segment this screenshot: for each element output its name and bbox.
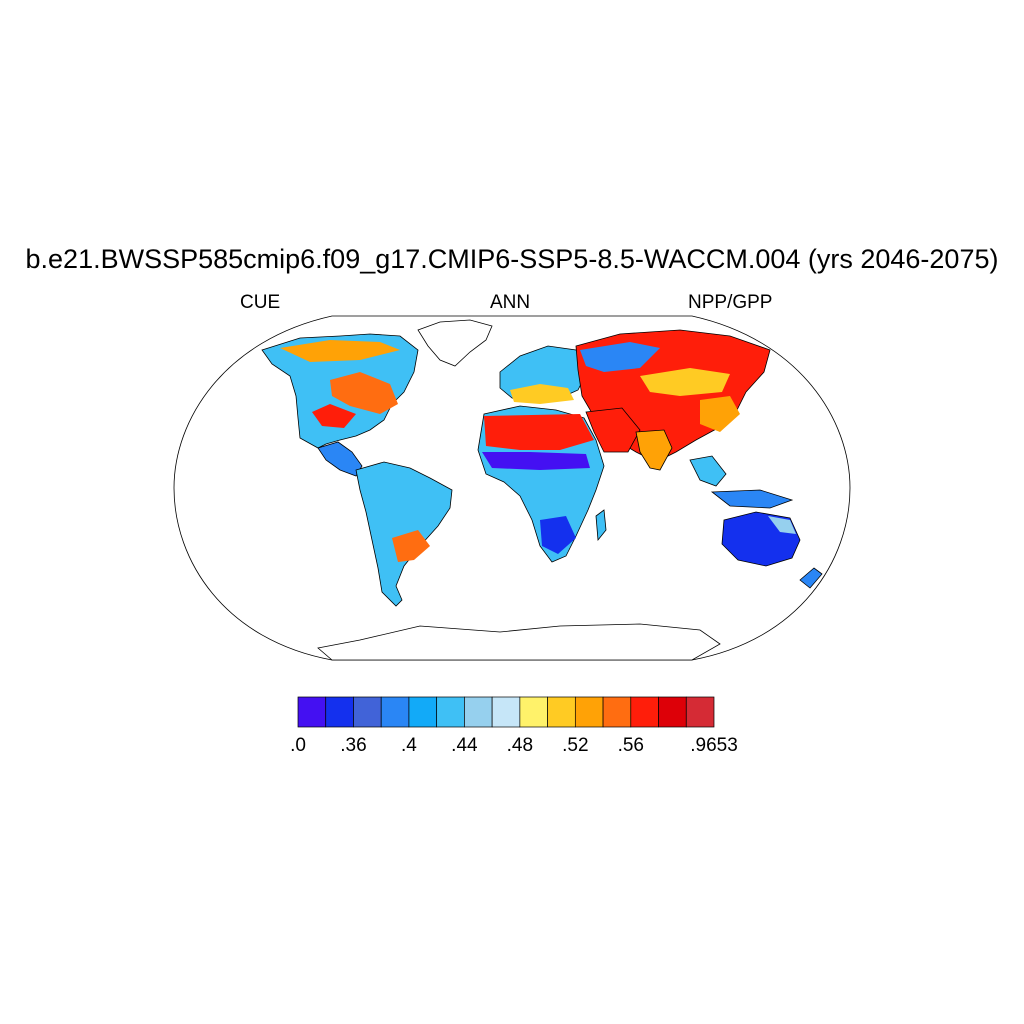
siberia-cool bbox=[580, 342, 660, 372]
sahel-band bbox=[482, 452, 590, 470]
units-label: NPP/GPP bbox=[688, 292, 773, 313]
colorbar-tick-label: .4 bbox=[400, 735, 417, 756]
colorbar-box bbox=[436, 696, 465, 728]
colorbar-box bbox=[630, 696, 659, 728]
colorbar-tick-label: .44 bbox=[451, 735, 478, 756]
colorbar-tick-label: .52 bbox=[562, 735, 589, 756]
europe-south-warm bbox=[510, 384, 574, 404]
na-northern-band bbox=[280, 340, 400, 362]
colorbar-box bbox=[325, 696, 354, 728]
sahara-warm bbox=[484, 414, 594, 450]
plot-title: b.e21.BWSSP585cmip6.f09_g17.CMIP6-SSP5-8… bbox=[25, 244, 999, 274]
variable-label: CUE bbox=[240, 292, 281, 313]
colorbar bbox=[297, 696, 715, 728]
colorbar-box bbox=[602, 696, 632, 728]
madagascar bbox=[595, 509, 607, 542]
australia-coast-light bbox=[768, 516, 796, 534]
antarctica-outline bbox=[317, 623, 721, 661]
indonesia bbox=[710, 489, 794, 509]
south-america bbox=[355, 461, 453, 607]
india bbox=[635, 429, 673, 471]
colorbar-box bbox=[353, 696, 382, 728]
colorbar-box bbox=[574, 696, 604, 728]
na-gulf-coast bbox=[312, 404, 356, 428]
na-warm-belt bbox=[330, 372, 398, 414]
colorbar-box bbox=[685, 696, 715, 728]
africa-south-dark bbox=[540, 516, 576, 554]
colorbar-box bbox=[380, 696, 410, 728]
season-label: ANN bbox=[490, 292, 531, 313]
colorbar-box bbox=[547, 696, 576, 728]
greenland-outline bbox=[417, 319, 493, 367]
colorbar-box bbox=[658, 696, 687, 728]
colorbar-tick-label: .0 bbox=[290, 735, 306, 756]
colorbar-tick-label: .9653 bbox=[690, 735, 738, 756]
colorbar-tick-label: .36 bbox=[340, 735, 367, 756]
colorbar-box bbox=[519, 696, 548, 728]
asia-midlat-yellow bbox=[640, 368, 730, 396]
sa-south-warm bbox=[392, 530, 430, 562]
new-zealand bbox=[799, 567, 823, 589]
east-asia bbox=[700, 396, 740, 432]
colorbar-box bbox=[491, 696, 521, 728]
colorbar-tick-label: .48 bbox=[506, 735, 534, 756]
colorbar-box bbox=[408, 696, 438, 728]
colorbar-tick-label: .56 bbox=[617, 735, 645, 756]
arabia bbox=[585, 407, 641, 453]
colorbar-box bbox=[297, 696, 327, 728]
colorbar-box bbox=[464, 696, 493, 728]
se-asia bbox=[689, 455, 727, 487]
